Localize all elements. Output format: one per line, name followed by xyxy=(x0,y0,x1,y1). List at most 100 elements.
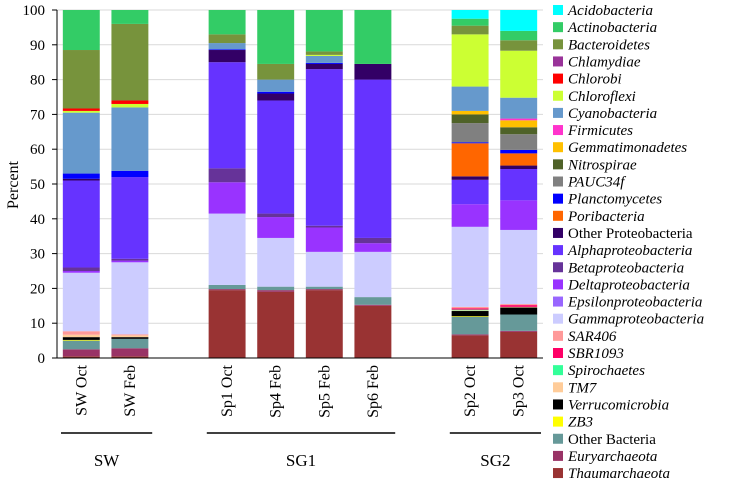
legend-swatch-other-proteobacteria xyxy=(553,227,563,238)
bar-segment-poribacteria-sp2-oct xyxy=(451,143,489,177)
legend-swatch-spirochaetes xyxy=(553,365,563,376)
bar-segment-chloroflexi-sp3-oct xyxy=(500,50,538,98)
x-axis-labels: SW Oct SW Feb Sp1 Oct Sp4 Feb Sp5 Feb Sp6 Feb… xyxy=(73,364,527,417)
legend-item-chlamydiae: Chlamydiae xyxy=(553,54,641,70)
bar-segment-sar406-sp2-oct xyxy=(451,306,489,309)
bar-segment-spirochaetes-sp2-oct xyxy=(451,309,489,311)
bar-segment-tm7-sp2-oct xyxy=(451,310,489,312)
bar-segment-actinobacteria-sw-feb xyxy=(111,10,149,24)
legend-item-pauc34f: PAUC34f xyxy=(553,175,626,191)
bar-segment-nitrospirae-sp3-oct xyxy=(500,127,538,135)
y-tick-label-80: 80 xyxy=(30,73,45,89)
bar-segment-bacteroidetes-sp2-oct xyxy=(451,25,489,35)
legend-swatch-chlorobi xyxy=(553,73,563,84)
legend-swatch-euryarchaeota xyxy=(553,450,563,461)
y-tick-label-60: 60 xyxy=(30,142,45,158)
bar-segment-betaproteobacteria-sp6-feb xyxy=(354,237,392,244)
bar-segment-gammaproteobacteria-sp4-feb xyxy=(257,237,295,287)
bar-segment-actinobacteria-sp5-feb xyxy=(305,10,343,52)
legend-item-firmicutes: Firmicutes xyxy=(553,123,633,139)
bar-segment-planctomycetes-sp4-feb xyxy=(257,91,295,94)
x-tick-label-sp4-feb: Sp4 Feb xyxy=(268,365,285,418)
legend-swatch-deltaproteobacteria xyxy=(553,279,563,290)
bar-segment-cyanobacteria-sp3-oct xyxy=(500,97,538,119)
bar-segment-alphaproteobacteria-sp1-oct xyxy=(208,62,246,169)
bars xyxy=(62,10,538,358)
x-tick-label-sp2-oct: Sp2 Oct xyxy=(462,364,479,417)
legend-item-chlorobi: Chlorobi xyxy=(553,72,622,88)
bar-segment-chloroflexi-sw-oct xyxy=(62,110,100,113)
bar-segment-euryarchaeota-sp5-feb xyxy=(305,289,343,291)
bar-segment-thaumarchaeota-sp1-oct xyxy=(208,290,246,358)
x-tick-label-sw-feb: SW Feb xyxy=(122,365,139,417)
legend-label-alphaproteobacteria: Alphaproteobacteria xyxy=(567,243,692,259)
legend-label-spirochaetes: Spirochaetes xyxy=(568,363,645,379)
legend-swatch-thaumarchaeota xyxy=(553,468,563,479)
legend-label-verrucomicrobia: Verrucomicrobia xyxy=(568,397,669,413)
legend-label-bacteroidetes: Bacteroidetes xyxy=(568,37,650,53)
bar-segment-thaumarchaeota-sw-oct xyxy=(62,356,100,358)
y-tick-label-10: 10 xyxy=(30,316,45,332)
legend-swatch-planctomycetes xyxy=(553,193,563,204)
y-axis-ticks: 0 10 20 30 40 50 60 70 80 90 100 xyxy=(23,3,57,367)
bar-segment-euryarchaeota-sp2-oct xyxy=(451,334,489,336)
bar-segment-acidobacteria-sp3-oct xyxy=(500,10,538,31)
bar-segment-other-proteobacteria-sp3-oct xyxy=(500,165,538,170)
bar-segment-sar406-sp3-oct xyxy=(500,304,538,306)
bar-segment-other-proteobacteria-sp2-oct xyxy=(451,176,489,180)
bar-segment-tm7-sp3-oct xyxy=(500,306,538,308)
bar-segment-thaumarchaeota-sp4-feb xyxy=(257,291,295,358)
legend-item-bacteroidetes: Bacteroidetes xyxy=(553,37,650,53)
bar-segment-zb3-sp2-oct xyxy=(451,316,489,317)
y-tick-label-40: 40 xyxy=(30,212,45,228)
y-axis-title: Percent xyxy=(5,160,22,209)
bar-segment-bacteroidetes-sw-oct xyxy=(62,50,100,109)
legend-label-deltaproteobacteria: Deltaproteobacteria xyxy=(567,277,690,293)
legend-swatch-gammaproteobacteria xyxy=(553,313,563,324)
bar-segment-planctomycetes-sw-feb xyxy=(111,170,149,178)
bar-segment-planctomycetes-sp3-oct xyxy=(500,149,538,154)
legend-label-tm7: TM7 xyxy=(568,380,598,396)
bar-segment-deltaproteobacteria-sp4-feb xyxy=(257,217,295,238)
x-tick-label-sp1-oct: Sp1 Oct xyxy=(219,364,236,417)
bar-segment-euryarchaeota-sw-feb xyxy=(111,348,149,357)
x-tick-label-sw-oct: SW Oct xyxy=(73,364,90,415)
bar-segment-planctomycetes-sp5-feb xyxy=(305,62,343,64)
x-tick-label-sp5-feb: Sp5 Feb xyxy=(316,365,333,418)
bar-segment-actinobacteria-sp3-oct xyxy=(500,30,538,41)
bar-segment-thaumarchaeota-sp3-oct xyxy=(500,331,538,358)
legend-item-betaproteobacteria: Betaproteobacteria xyxy=(553,260,684,276)
bar-segment-actinobacteria-sp2-oct xyxy=(451,18,489,26)
legend-item-other-bacteria: Other Bacteria xyxy=(553,432,656,448)
bar-segment-gammaproteobacteria-sp5-feb xyxy=(305,251,343,287)
bar-segment-betaproteobacteria-sp1-oct xyxy=(208,168,246,183)
bar-segment-verrucomicrobia-sp3-oct xyxy=(500,307,538,315)
bar-segment-sbr1093-sp2-oct xyxy=(451,308,489,310)
bar-segment-bacteroidetes-sp5-feb xyxy=(305,51,343,55)
legend-label-chlamydiae: Chlamydiae xyxy=(568,54,641,70)
legend-swatch-pauc34f xyxy=(553,176,563,187)
bar-segment-zb3-sw-oct xyxy=(62,339,100,341)
bar-segment-other-bacteria-sp5-feb xyxy=(305,286,343,290)
bar-segment-alphaproteobacteria-sp6-feb xyxy=(354,79,392,238)
legend-item-planctomycetes: Planctomycetes xyxy=(553,192,662,208)
bar-segment-gammaproteobacteria-sw-oct xyxy=(62,272,100,332)
legend-item-deltaproteobacteria: Deltaproteobacteria xyxy=(553,277,690,293)
legend-item-zb3: ZB3 xyxy=(553,415,593,431)
bar-segment-euryarchaeota-sp4-feb xyxy=(257,290,295,292)
group-label-sg2: SG2 xyxy=(480,451,510,470)
legend-label-gemmatimonadetes: Gemmatimonadetes xyxy=(568,140,687,156)
legend-item-alphaproteobacteria: Alphaproteobacteria xyxy=(553,243,692,259)
group-brackets: SW SG1 SG2 xyxy=(61,432,541,470)
legend-swatch-tm7 xyxy=(553,382,563,393)
legend-label-chloroflexi: Chloroflexi xyxy=(568,89,636,105)
bar-segment-nitrospirae-sp2-oct xyxy=(451,114,489,124)
bar-segment-bacteroidetes-sp4-feb xyxy=(257,63,295,80)
bar-segment-actinobacteria-sp4-feb xyxy=(257,10,295,64)
bar-segment-betaproteobacteria-sp4-feb xyxy=(257,213,295,218)
bar-segment-thaumarchaeota-sp5-feb xyxy=(305,290,343,358)
legend-swatch-chlamydiae xyxy=(553,56,563,67)
bar-segment-alphaproteobacteria-sw-oct xyxy=(62,180,100,268)
legend-swatch-other-bacteria xyxy=(553,433,563,444)
